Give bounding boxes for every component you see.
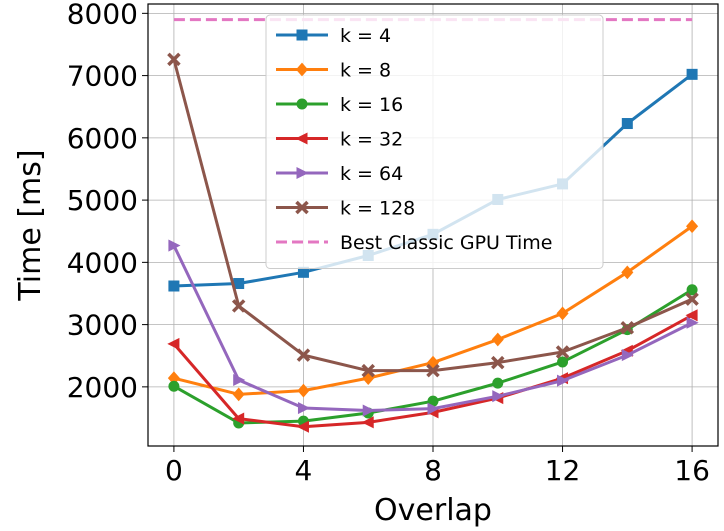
data-point [296,420,309,433]
data-point [167,371,180,386]
data-point [686,68,698,80]
data-point-stroke [295,200,309,215]
x-axis-title: Overlap [374,493,492,528]
legend-item: k = 64 [276,163,403,185]
tick-layer: 0 4 8 12 16 2000 3000 4000 5000 6000 7000 8000 [67,0,710,487]
data-point [491,355,505,370]
legend-item: k = 128 [276,198,415,220]
legend-item: k = 16 [276,94,403,116]
data-point [295,62,309,77]
series-4 [168,239,699,417]
legend-item: Best Classic GPU Time [276,232,553,254]
data-point [555,345,570,359]
y-tick-label: 6000 [67,122,138,155]
data-point [361,363,375,378]
data-point [232,412,245,425]
data-point [297,401,311,415]
data-point [168,280,180,292]
data-point [362,404,375,417]
data-point-stroke [296,348,311,362]
x-tick-label: 8 [424,454,442,487]
data-point [168,239,181,252]
data-point [685,309,698,322]
y-tick-label: 5000 [67,184,138,217]
data-point-stroke [685,292,699,306]
data-point [621,265,634,280]
data-point-stroke [491,355,505,370]
data-point [232,387,245,402]
legend-label: k = 8 [340,60,391,82]
data-point [296,166,309,180]
data-point [686,219,699,234]
y-axis-title: Time [ms] [13,149,48,301]
data-point [233,373,246,387]
series-layer [167,52,699,433]
data-point [297,383,310,398]
legend: k = 4 k = 8 k = 16 k = 32 k = 64 k = 128 Best … [265,14,604,269]
data-point [168,380,180,392]
data-point [427,395,439,407]
legend-item: k = 4 [276,25,391,47]
data-point [686,316,699,329]
data-point [621,349,634,362]
data-point [167,52,181,67]
data-point [296,29,308,41]
y-tick-label: 2000 [67,371,138,404]
data-point [686,284,698,296]
data-point [296,348,311,362]
data-point-stroke [555,345,570,359]
data-point [296,98,308,110]
legend-label: k = 4 [340,25,391,47]
data-point [167,337,180,350]
data-point [685,292,699,306]
legend-label: Best Classic GPU Time [340,232,553,254]
legend-label: k = 128 [340,198,415,220]
data-point [557,356,569,368]
legend-item: k = 8 [276,60,391,82]
data-point [231,299,246,313]
legend-label: k = 32 [340,129,403,151]
data-point [620,320,635,335]
data-point [297,266,309,278]
x-tick-label: 16 [674,454,710,487]
data-point [233,278,245,290]
data-point-stroke [620,320,635,335]
data-point [556,306,569,321]
x-tick-label: 12 [545,454,581,487]
legend-label: k = 16 [340,94,403,116]
y-tick-label: 8000 [67,0,138,30]
data-point-stroke [231,299,246,313]
y-tick-label: 4000 [67,246,138,279]
data-point [427,402,440,415]
data-point [491,332,504,347]
series-5 [167,52,699,378]
data-point [621,118,633,130]
legend-label: k = 64 [340,163,403,185]
data-point [426,363,440,378]
data-point-stroke [167,52,181,67]
data-point [492,390,505,403]
x-tick-label: 4 [295,454,313,487]
legend-box [265,14,604,269]
data-point [492,377,504,389]
legend-item: k = 32 [276,129,403,151]
data-point [361,416,374,429]
data-point-stroke [361,363,375,378]
x-tick-label: 0 [165,454,183,487]
y-tick-label: 3000 [67,309,138,342]
y-tick-label: 7000 [67,60,138,93]
data-point-stroke [426,363,440,378]
data-point [557,374,570,387]
data-point [295,200,309,215]
data-point [295,132,308,145]
